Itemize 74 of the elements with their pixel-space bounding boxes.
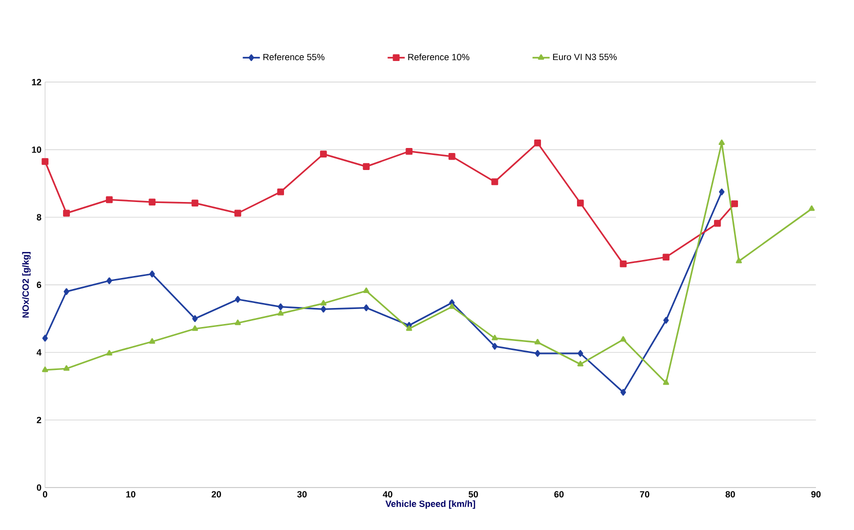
y-tick-label: 6 — [36, 282, 42, 288]
point — [808, 206, 815, 212]
y-tick-label: 10 — [32, 146, 42, 154]
point — [534, 140, 541, 146]
x-axis-title: Vehicle Speed [km/h] — [386, 500, 476, 509]
point — [491, 178, 498, 186]
point — [492, 334, 498, 340]
x-tick-label: 30 — [297, 491, 307, 498]
x-tick-label: 80 — [726, 491, 735, 498]
point — [578, 350, 584, 358]
legend-label: Reference 55% — [263, 54, 324, 60]
point — [278, 304, 284, 310]
point — [63, 365, 70, 371]
x-tick-label: 20 — [212, 491, 222, 498]
point — [718, 140, 725, 146]
point — [736, 258, 742, 264]
point — [106, 278, 112, 284]
point — [534, 350, 540, 358]
point — [492, 343, 498, 350]
point — [363, 288, 370, 294]
point — [364, 304, 370, 312]
x-tick-label: 90 — [811, 491, 821, 498]
point — [731, 200, 738, 208]
legend-label: Reference 10% — [408, 54, 470, 60]
x-tick-label: 10 — [126, 491, 136, 498]
point — [149, 338, 156, 344]
point — [278, 310, 284, 316]
point — [320, 306, 326, 313]
point — [448, 304, 455, 310]
x-tick-label: 40 — [382, 491, 392, 498]
y-axis-title: NOx/CO2 [g/kg] — [22, 252, 31, 318]
point — [718, 188, 724, 196]
point — [576, 200, 584, 207]
point — [42, 334, 48, 342]
point — [148, 198, 156, 206]
point — [620, 389, 626, 396]
x-tick-label: 60 — [554, 491, 564, 498]
point — [362, 163, 370, 170]
point — [234, 210, 242, 217]
point — [149, 270, 155, 278]
point — [64, 288, 70, 296]
point — [42, 366, 48, 372]
y-tick-label: 12 — [32, 79, 42, 86]
point — [663, 380, 670, 386]
point — [63, 210, 70, 217]
point — [192, 200, 198, 207]
point — [620, 336, 626, 342]
point — [192, 315, 198, 322]
y-tick-label: 4 — [36, 349, 42, 356]
y-tick-label: 2 — [36, 417, 42, 424]
point — [406, 148, 412, 155]
point — [42, 158, 48, 166]
point — [234, 320, 241, 326]
point — [662, 254, 670, 261]
point — [106, 196, 113, 204]
point — [534, 339, 541, 345]
x-tick-label: 50 — [468, 491, 478, 498]
point — [320, 300, 326, 306]
y-tick-label: 0 — [36, 484, 42, 491]
point — [235, 296, 241, 303]
x-tick-label: 70 — [640, 491, 650, 498]
point — [320, 150, 327, 158]
point — [714, 220, 721, 227]
point — [192, 326, 198, 332]
y-tick-label: 8 — [36, 214, 42, 221]
legend-label: Euro VI N3 55% — [553, 54, 617, 60]
point — [448, 153, 456, 160]
point — [277, 188, 284, 196]
point — [106, 350, 112, 356]
point — [406, 326, 412, 332]
point — [663, 317, 669, 324]
point — [577, 361, 584, 367]
x-tick-label: 0 — [42, 491, 48, 498]
point — [620, 260, 627, 268]
